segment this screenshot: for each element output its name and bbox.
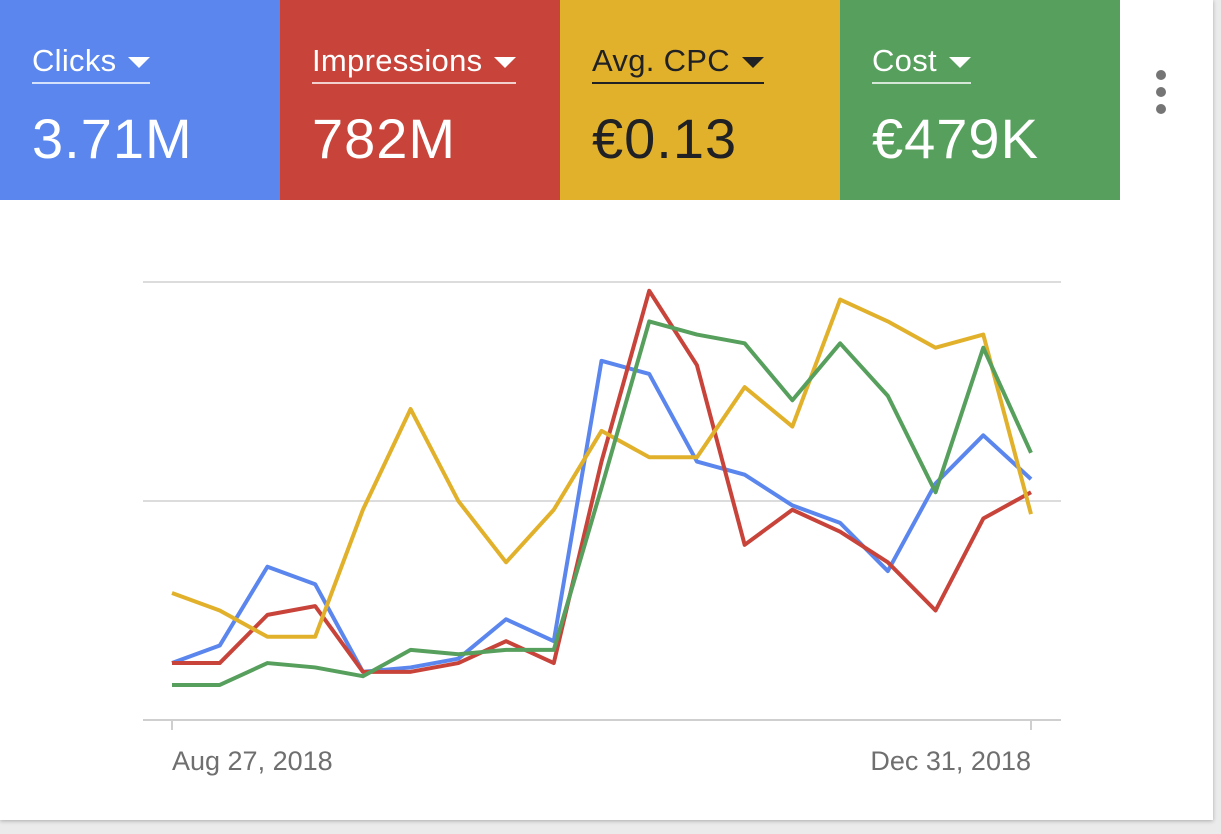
more-vert-icon[interactable]	[1148, 66, 1176, 118]
more-dot	[1156, 87, 1166, 97]
series-line-avg-cpc	[171, 297, 1033, 639]
metric-value: 3.71M	[32, 107, 193, 170]
metric-value: 782M	[312, 107, 457, 170]
metric-label: Impressions	[312, 43, 483, 78]
line-chart: Aug 27, 2018 Dec 31, 2018	[143, 281, 1061, 776]
series-line-clicks	[171, 358, 1033, 674]
metric-tiles: Clicks 3.71M Impressions 782M Avg. CPC €…	[0, 0, 1120, 200]
metric-selector-cost[interactable]: Cost	[872, 40, 971, 84]
chart-series	[171, 288, 1033, 687]
more-dot	[1156, 104, 1166, 114]
metric-label: Clicks	[32, 43, 117, 78]
metric-selector-avg-cpc[interactable]: Avg. CPC	[592, 40, 764, 84]
metric-selector-clicks[interactable]: Clicks	[32, 40, 151, 84]
dropdown-arrow-icon[interactable]	[948, 56, 971, 68]
x-tick-label: Aug 27, 2018	[172, 746, 333, 776]
more-dot	[1156, 70, 1166, 80]
metric-value: €0.13	[592, 107, 738, 170]
dropdown-arrow-icon[interactable]	[494, 56, 517, 68]
metric-tile-clicks[interactable]: Clicks 3.71M	[0, 0, 280, 200]
metric-label: Avg. CPC	[592, 43, 730, 78]
metric-selector-impressions[interactable]: Impressions	[312, 40, 517, 84]
performance-card: Clicks 3.71M Impressions 782M Avg. CPC €…	[0, 0, 1213, 820]
metric-value: €479K	[872, 107, 1039, 170]
series-line-cost	[172, 319, 1033, 687]
chart-gridlines	[143, 281, 1061, 721]
x-tick-label: Dec 31, 2018	[870, 746, 1031, 776]
metric-tile-cost[interactable]: Cost €479K	[840, 0, 1120, 200]
series-line-impressions	[172, 288, 1032, 674]
chart-x-axis: Aug 27, 2018 Dec 31, 2018	[171, 720, 1032, 776]
dropdown-arrow-icon[interactable]	[741, 56, 764, 68]
dropdown-arrow-icon[interactable]	[128, 56, 151, 68]
metric-label: Cost	[872, 43, 937, 78]
metric-tile-avg-cpc[interactable]: Avg. CPC €0.13	[560, 0, 840, 200]
metric-tile-impressions[interactable]: Impressions 782M	[280, 0, 560, 200]
